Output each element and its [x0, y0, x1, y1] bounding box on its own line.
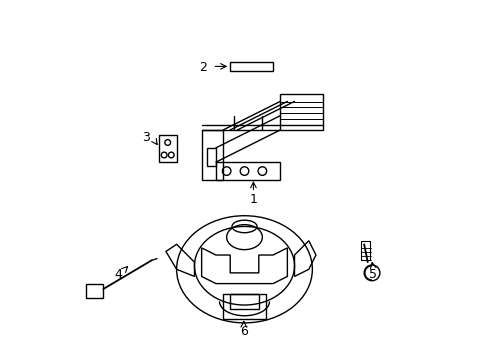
Text: 5: 5 — [368, 268, 376, 281]
Bar — [85, 284, 103, 298]
Text: 6: 6 — [239, 325, 247, 338]
Bar — [230, 62, 272, 71]
Bar — [223, 294, 265, 319]
Bar — [230, 294, 258, 309]
Text: 1: 1 — [249, 193, 257, 206]
Text: 3: 3 — [142, 131, 150, 144]
Bar — [159, 135, 176, 162]
Bar — [360, 241, 369, 260]
Bar — [280, 94, 323, 130]
Text: 4: 4 — [115, 268, 122, 281]
Bar — [216, 162, 280, 180]
Bar — [206, 148, 216, 166]
Text: 2: 2 — [199, 61, 207, 74]
Bar — [201, 130, 223, 180]
